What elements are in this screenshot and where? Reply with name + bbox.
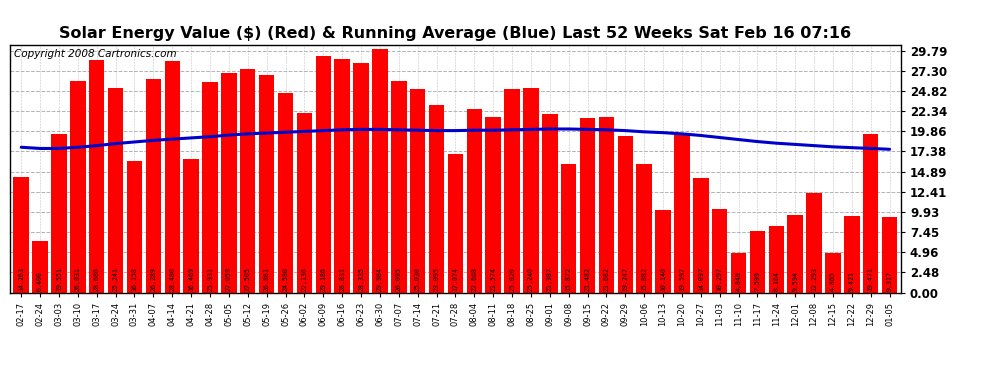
Bar <box>278 93 293 292</box>
Bar <box>863 135 878 292</box>
Text: 25.020: 25.020 <box>509 267 515 291</box>
Text: 15.882: 15.882 <box>642 267 647 291</box>
Text: 19.551: 19.551 <box>56 267 62 291</box>
Text: 16.158: 16.158 <box>132 267 138 291</box>
Bar <box>485 117 501 292</box>
Bar <box>335 58 349 292</box>
Bar <box>618 136 633 292</box>
Text: 25.240: 25.240 <box>528 267 534 291</box>
Bar <box>51 134 66 292</box>
Text: 15.872: 15.872 <box>565 267 571 291</box>
Text: 16.469: 16.469 <box>188 267 194 291</box>
Bar <box>391 81 407 292</box>
Bar <box>33 241 48 292</box>
Bar <box>655 210 671 292</box>
Bar <box>183 159 199 292</box>
Bar <box>14 177 29 292</box>
Bar <box>259 75 274 292</box>
Text: 26.031: 26.031 <box>75 267 81 291</box>
Text: 27.505: 27.505 <box>245 267 250 291</box>
Title: Solar Energy Value ($) (Red) & Running Average (Blue) Last 52 Weeks Sat Feb 16 0: Solar Energy Value ($) (Red) & Running A… <box>59 26 851 41</box>
Bar <box>543 114 557 292</box>
Bar <box>221 73 237 292</box>
Text: 22.136: 22.136 <box>301 267 307 291</box>
Text: 21.482: 21.482 <box>584 267 591 291</box>
Bar <box>372 49 388 292</box>
Bar <box>202 82 218 292</box>
Text: 28.335: 28.335 <box>358 267 364 291</box>
Text: 24.580: 24.580 <box>282 267 288 291</box>
Bar <box>523 88 539 292</box>
Bar <box>768 226 784 292</box>
Bar <box>108 88 124 292</box>
Bar <box>712 209 728 292</box>
Bar <box>164 62 180 292</box>
Text: 26.861: 26.861 <box>263 267 269 291</box>
Bar <box>693 178 709 292</box>
Text: 9.317: 9.317 <box>887 271 893 291</box>
Bar <box>844 216 859 292</box>
Text: 9.421: 9.421 <box>848 271 854 291</box>
Bar <box>127 161 143 292</box>
Text: 26.095: 26.095 <box>396 267 402 291</box>
Text: 8.164: 8.164 <box>773 271 779 291</box>
Text: 4.848: 4.848 <box>736 271 742 291</box>
Bar <box>70 81 85 292</box>
Text: 28.686: 28.686 <box>94 267 100 291</box>
Text: 21.574: 21.574 <box>490 267 496 291</box>
Bar <box>410 89 426 292</box>
Bar <box>561 164 576 292</box>
Bar <box>806 193 822 292</box>
Bar <box>240 69 255 292</box>
Text: 10.297: 10.297 <box>717 267 723 291</box>
Text: 6.400: 6.400 <box>37 271 44 291</box>
Bar <box>466 108 482 292</box>
Bar <box>787 214 803 292</box>
Text: 25.931: 25.931 <box>207 267 213 291</box>
Text: 10.140: 10.140 <box>660 267 666 291</box>
Text: 14.097: 14.097 <box>698 267 704 291</box>
Text: 4.865: 4.865 <box>830 271 836 291</box>
Bar <box>580 118 595 292</box>
Text: 29.186: 29.186 <box>320 267 327 291</box>
Bar <box>504 90 520 292</box>
Text: 21.987: 21.987 <box>546 267 552 291</box>
Text: 14.263: 14.263 <box>18 267 24 291</box>
Text: 7.599: 7.599 <box>754 271 760 291</box>
Text: 23.095: 23.095 <box>434 267 440 291</box>
Bar <box>316 56 331 292</box>
Text: 19.471: 19.471 <box>867 267 874 291</box>
Bar <box>297 113 312 292</box>
Bar <box>353 63 368 292</box>
Bar <box>882 217 897 292</box>
Text: Copyright 2008 Cartronics.com: Copyright 2008 Cartronics.com <box>14 49 177 59</box>
Text: 22.668: 22.668 <box>471 267 477 291</box>
Text: 19.247: 19.247 <box>623 267 629 291</box>
Text: 17.074: 17.074 <box>452 267 458 291</box>
Bar <box>826 253 841 292</box>
Bar <box>731 253 746 292</box>
Text: 12.293: 12.293 <box>811 267 817 291</box>
Bar <box>749 231 765 292</box>
Text: 29.984: 29.984 <box>377 267 383 291</box>
Text: 25.030: 25.030 <box>415 267 421 291</box>
Bar <box>637 164 651 292</box>
Bar <box>429 105 445 292</box>
Bar <box>674 134 690 292</box>
Text: 21.682: 21.682 <box>604 267 610 291</box>
Text: 25.241: 25.241 <box>113 267 119 291</box>
Text: 9.594: 9.594 <box>792 271 798 291</box>
Bar <box>599 117 614 292</box>
Bar <box>146 79 161 292</box>
Text: 19.597: 19.597 <box>679 267 685 291</box>
Bar <box>447 154 463 292</box>
Text: 27.059: 27.059 <box>226 267 232 291</box>
Text: 28.831: 28.831 <box>340 267 346 291</box>
Text: 28.480: 28.480 <box>169 267 175 291</box>
Text: 26.289: 26.289 <box>150 267 156 291</box>
Bar <box>89 60 105 292</box>
